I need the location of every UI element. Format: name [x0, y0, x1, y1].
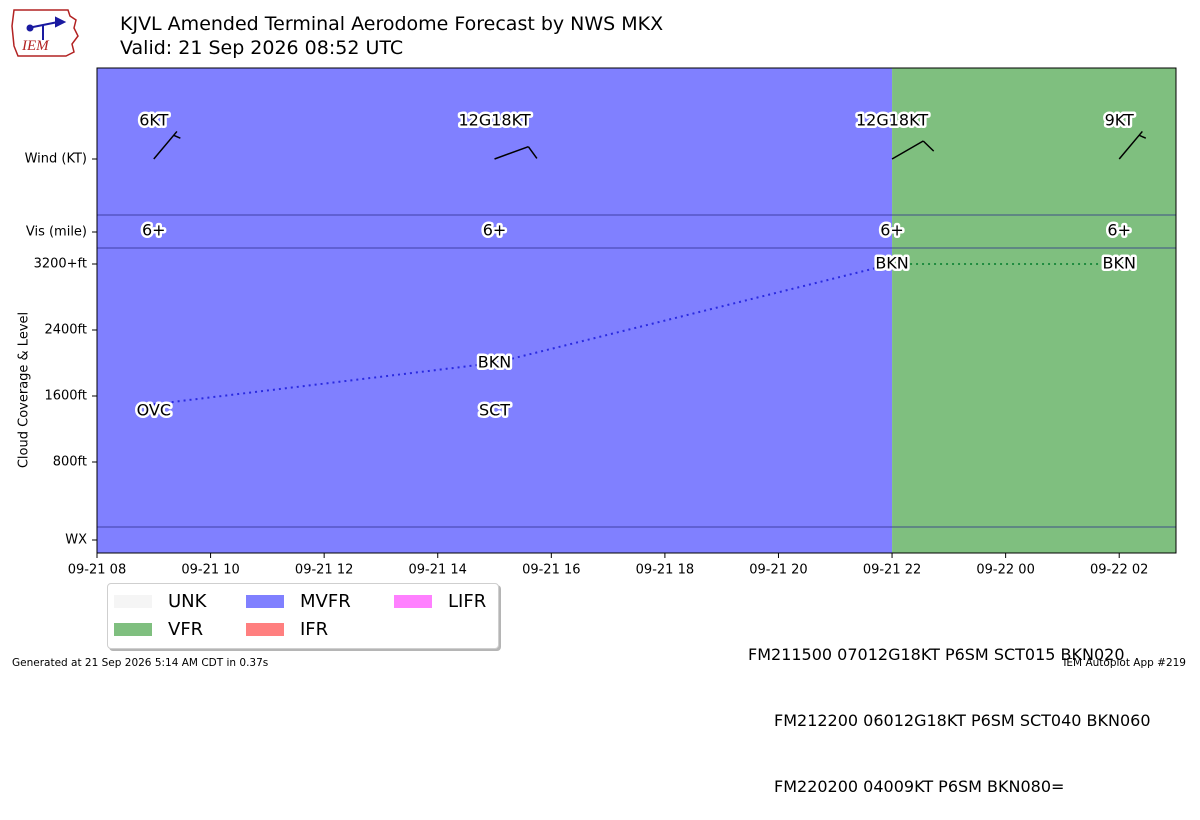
visibility-label: 6+6+	[480, 218, 509, 242]
chart-title: KJVL Amended Terminal Aerodome Forecast …	[120, 13, 664, 35]
legend-swatch-vfr	[114, 622, 152, 636]
cloud-label-bkn-text: BKN	[478, 353, 511, 372]
x-tick-label: 09-21 20	[749, 563, 807, 578]
wind-barb-shaft	[1118, 130, 1143, 160]
visibility-label-text: 6+	[880, 221, 904, 240]
cloud-label-ovc-halo: OVC	[137, 400, 171, 419]
legend-item-unk: UNK	[114, 587, 206, 615]
wind-barb-flag	[922, 140, 935, 152]
wind-barb-half-flag	[1138, 134, 1147, 139]
x-tick-label: 09-21 10	[181, 563, 239, 578]
logo-text: IEM	[21, 38, 50, 54]
wind-barb-half-flag	[173, 134, 181, 139]
taf-line-2: FM212200 06012G18KT P6SM SCT040 BKN060	[774, 711, 1151, 730]
cloud-label-bkn-halo: BKN	[478, 353, 511, 372]
legend-label-lifr: LIFR	[448, 590, 487, 612]
cloud-label-ovc-text: OVC	[137, 400, 171, 419]
legend-label-ifr: IFR	[300, 618, 329, 640]
visibility-label-text: 6+	[142, 221, 166, 240]
wind-label-text: 12G18KT	[856, 111, 928, 130]
x-tick-label: 09-21 08	[68, 563, 126, 578]
cloud-label-bkn-text: BKN	[1102, 254, 1135, 273]
chart-subtitle: Valid: 21 Sep 2026 08:52 UTC	[120, 37, 404, 59]
legend-label-unk: UNK	[168, 590, 207, 612]
taf-raw-text: FM211500 07012G18KT P6SM SCT015 BKN020 F…	[748, 600, 1151, 820]
y-tick-label: WX	[65, 533, 87, 548]
weather-station-icon	[26, 16, 67, 40]
cloud-label-sct-halo: SCT	[479, 400, 510, 419]
cloud-line	[494, 263, 893, 364]
x-tick-label: 09-21 16	[522, 563, 580, 578]
category-band-vfr	[892, 68, 1176, 553]
wind-barb-shaft	[891, 140, 924, 160]
legend-swatch-lifr	[394, 594, 432, 608]
wind-label-halo: 9KT	[1105, 111, 1134, 130]
wind-label-text: 6KT	[139, 111, 168, 130]
x-tick-label: 09-21 22	[863, 563, 921, 578]
taf-line-1: FM211500 07012G18KT P6SM SCT015 BKN020	[748, 645, 1125, 664]
category-band-mvfr	[97, 68, 893, 553]
wind-barb-shaft	[494, 145, 529, 160]
iem-logo: IEM	[11, 9, 79, 57]
y-tick-label: 1600ft	[44, 389, 87, 404]
wind-label-halo: 12G18KT	[458, 111, 530, 130]
legend-item-mvfr: MVFR	[246, 587, 351, 615]
legend-item-lifr: LIFR	[394, 587, 486, 615]
x-tick-label: 09-21 14	[409, 563, 467, 578]
y-tick-label: Wind (KT)	[25, 152, 87, 167]
plot-frame	[96, 67, 1177, 554]
wind-label-text: 12G18KT	[458, 111, 530, 130]
wind-barb-flag	[527, 146, 538, 159]
visibility-label-text: 6+	[483, 221, 507, 240]
x-tick-label: 09-21 18	[636, 563, 694, 578]
cloud-label-bkn-text: BKN	[875, 254, 908, 273]
chart-title-block: KJVL Amended Terminal Aerodome Forecast …	[120, 12, 663, 60]
cloud-label-bkn-halo: BKN	[875, 254, 908, 273]
x-tick-label: 09-22 02	[1090, 563, 1148, 578]
app-credit: IEM Autoplot App #219	[1063, 657, 1186, 669]
wind-label-halo: 12G18KT	[856, 111, 928, 130]
y-tick-label: 2400ft	[44, 323, 87, 338]
y-tick-label: 800ft	[53, 455, 87, 470]
legend-swatch-mvfr	[246, 594, 284, 608]
y-tick-label: 3200+ft	[34, 257, 87, 272]
x-tick-label: 09-21 12	[295, 563, 353, 578]
visibility-label-halo: 6+	[142, 221, 166, 240]
legend-item-vfr: VFR	[114, 615, 203, 643]
visibility-label-text: 6+	[1107, 221, 1131, 240]
generated-note: Generated at 21 Sep 2026 5:14 AM CDT in …	[12, 657, 269, 669]
visibility-label-halo: 6+	[483, 221, 507, 240]
visibility-label: 6+6+	[1105, 218, 1134, 242]
y-axis-label: Cloud Coverage & Level	[17, 312, 32, 468]
legend-item-ifr: IFR	[246, 615, 328, 643]
legend-label-vfr: VFR	[168, 618, 204, 640]
y-tick-label: Vis (mile)	[26, 225, 87, 240]
cloud-label-sct-text: SCT	[479, 400, 510, 419]
cloud-label-bkn-halo: BKN	[1102, 254, 1135, 273]
visibility-label: 6+6+	[878, 218, 907, 242]
visibility-label: 6+6+	[139, 218, 168, 242]
taf-chart: Wind (KT) Vis (mile) 3200+ft 2400ft 1600ft 80…	[17, 67, 1177, 578]
legend-swatch-unk	[114, 594, 152, 608]
legend: UNK VFR MVFR IFR LIFR	[107, 583, 499, 649]
wind-label-text: 9KT	[1105, 111, 1134, 130]
taf-line-3: FM220200 04009KT P6SM BKN080=	[774, 777, 1065, 796]
wind-barb-shaft	[153, 130, 178, 160]
x-tick-label: 09-22 00	[976, 563, 1034, 578]
legend-label-mvfr: MVFR	[300, 590, 351, 612]
legend-swatch-ifr	[246, 622, 284, 636]
wind-label-halo: 6KT	[139, 111, 168, 130]
visibility-label-halo: 6+	[1107, 221, 1131, 240]
visibility-label-halo: 6+	[880, 221, 904, 240]
